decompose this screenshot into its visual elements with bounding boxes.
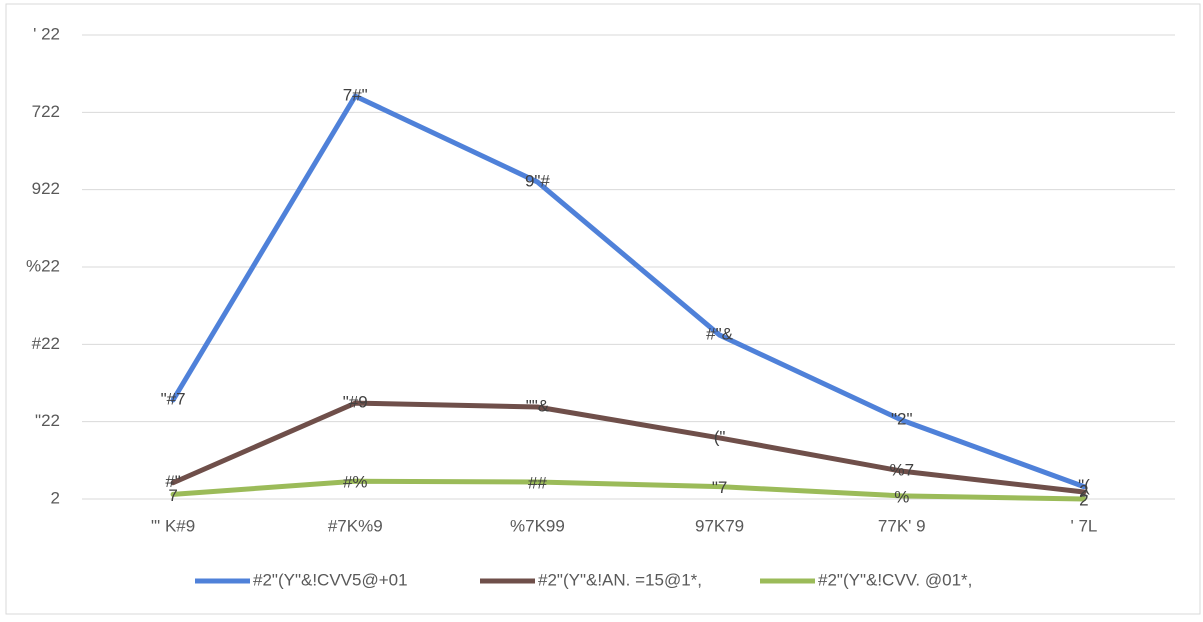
data-label: 2	[1079, 490, 1088, 509]
data-label: ""&	[526, 396, 550, 415]
y-tick-label: 922	[32, 179, 60, 198]
data-label: ##	[528, 473, 547, 492]
y-tick-label: 2	[51, 488, 60, 507]
data-label: 2	[1079, 482, 1088, 501]
data-label: %	[894, 487, 909, 506]
x-tick-label: %7K99	[510, 516, 565, 535]
legend-label: #2"(Y"&!CVV5@+01	[253, 570, 408, 589]
series-line	[170, 478, 1087, 502]
data-label: "#7	[161, 389, 186, 408]
legend-label: #2"(Y"&!CVV. @01*,	[818, 570, 972, 589]
data-label: #"&	[706, 325, 733, 344]
x-tick-label: ' 7L	[1070, 516, 1097, 535]
data-label: "(	[1078, 476, 1090, 495]
legend-label: #2"(Y"&!AN. =15@1*,	[538, 570, 702, 589]
series-line	[170, 93, 1087, 490]
data-label: 9"#	[525, 171, 550, 190]
chart-border	[5, 3, 1201, 615]
y-tick-label: "22	[35, 411, 60, 430]
data-label: 7#"	[343, 86, 368, 105]
data-label: %7	[889, 461, 914, 480]
data-label: 7	[168, 486, 177, 505]
y-tick-label: 722	[32, 102, 60, 121]
data-label: "2"	[891, 410, 913, 429]
y-tick-label: ' 22	[33, 24, 60, 43]
data-label: "7	[712, 478, 728, 497]
x-tick-label: #7K%9	[328, 516, 383, 535]
data-label: "#9	[343, 393, 368, 412]
y-tick-label: %22	[26, 256, 60, 275]
x-tick-label: 77K' 9	[878, 516, 926, 535]
series-line	[170, 400, 1087, 495]
data-label: #%	[343, 473, 368, 492]
x-tick-label: 97K79	[695, 516, 744, 535]
x-tick-label: "' K#9	[151, 516, 195, 535]
y-tick-label: #22	[32, 334, 60, 353]
data-label: ("	[714, 427, 726, 446]
data-label: #"	[165, 472, 181, 491]
